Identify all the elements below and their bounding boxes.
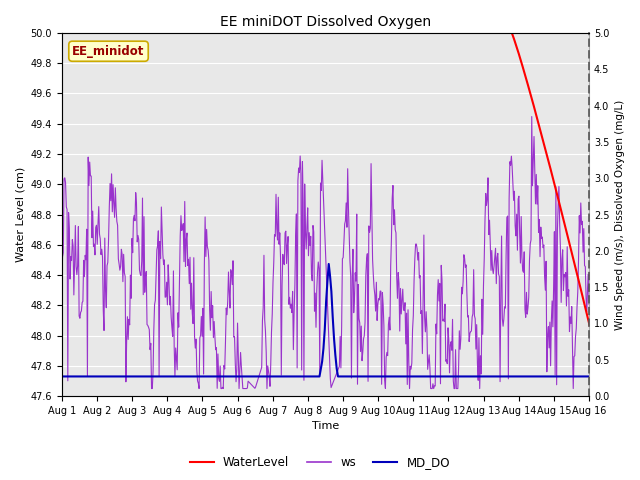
Title: EE miniDOT Dissolved Oxygen: EE miniDOT Dissolved Oxygen [220, 15, 431, 29]
Legend: WaterLevel, ws, MD_DO: WaterLevel, ws, MD_DO [185, 452, 455, 474]
Text: EE_minidot: EE_minidot [72, 45, 145, 58]
Y-axis label: Water Level (cm): Water Level (cm) [15, 167, 25, 262]
Y-axis label: Wind Speed (m/s), Dissolved Oxygen (mg/L): Wind Speed (m/s), Dissolved Oxygen (mg/L… [615, 99, 625, 330]
X-axis label: Time: Time [312, 421, 339, 432]
